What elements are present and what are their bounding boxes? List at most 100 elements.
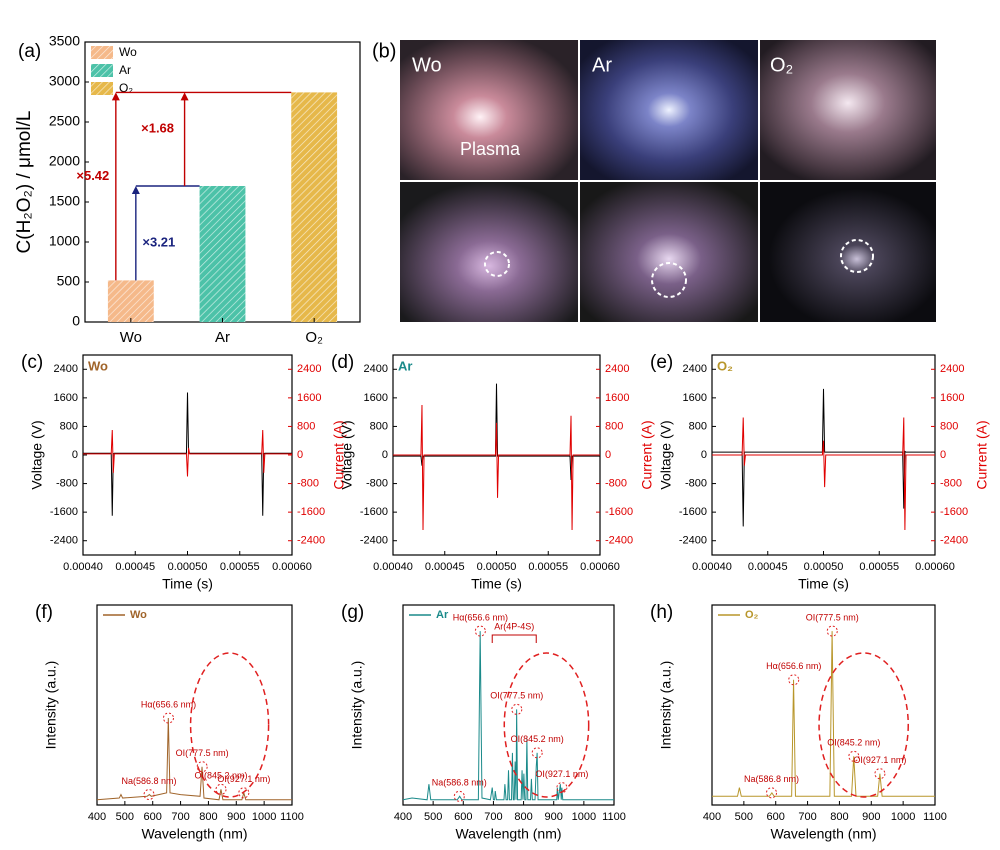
peak-marker (531, 747, 543, 759)
y2-tick-label: 800 (605, 420, 623, 432)
highlight-circle (840, 239, 874, 273)
legend-label: Wo (119, 45, 137, 59)
y2-tick-label: -800 (605, 477, 627, 489)
legend-label: Ar (436, 609, 449, 621)
y-tick-label: 500 (57, 273, 81, 289)
panel-label: (h) (650, 602, 673, 623)
y-tick-label: 1600 (364, 392, 388, 404)
series-line (96, 718, 292, 801)
annotation: ×1.68 (141, 121, 174, 136)
y-tick-label: 1000 (49, 233, 80, 249)
x-tick-label: 0.00050 (804, 561, 844, 573)
highlight-ellipse (503, 652, 590, 798)
series-line (393, 404, 600, 531)
y-axis-label: C(H₂O₂) / μmol/L (14, 111, 35, 254)
x-tick-label: 0.00060 (915, 561, 955, 573)
panel-label: (b) (372, 40, 396, 62)
peak-marker (766, 787, 778, 799)
x-tick-label: 0.00040 (63, 561, 103, 573)
series-line (712, 388, 935, 527)
peak-marker (788, 674, 800, 686)
y-axis-label: Voltage (V) (339, 420, 355, 489)
y-tick-label: 800 (689, 420, 707, 432)
x-tick-label: 0.00040 (373, 561, 413, 573)
y-tick-label: -2400 (50, 535, 78, 547)
annotation: OI(777.5 nm) (490, 691, 543, 701)
peak-marker (511, 703, 523, 715)
panel-label: (g) (341, 602, 364, 623)
annotation: OI(845.2 nm) (827, 738, 880, 748)
legend-label: O₂ (745, 609, 759, 621)
x-tick-label: 0.00055 (859, 561, 899, 573)
x-axis-label: Wavelength (nm) (455, 826, 561, 842)
series-line (712, 631, 935, 797)
x-tick-label: 0.00050 (168, 561, 208, 573)
annotation: OI(845.2 nm) (195, 771, 248, 781)
highlight-ellipse (818, 652, 909, 798)
highlight-circle (651, 262, 687, 298)
peak-marker (556, 782, 568, 794)
x-tick-label: 0.00040 (692, 561, 732, 573)
annotation: Ar(4P-4S) (494, 621, 534, 631)
legend-swatch-hatch (91, 64, 113, 77)
series-line (402, 631, 614, 801)
legend-label: Wo (130, 609, 147, 621)
y-tick-label: 1500 (49, 193, 80, 209)
panel-tag: Ar (398, 358, 412, 373)
peak-marker (143, 789, 155, 801)
y2-axis-label: Current (A) (331, 420, 347, 489)
y2-tick-label: 0 (940, 449, 946, 461)
y-tick-label: 1600 (683, 392, 707, 404)
x-tick-label: 400 (703, 811, 721, 823)
x-axis-label: Time (s) (162, 576, 213, 592)
x-axis-label: Wavelength (nm) (141, 826, 247, 842)
x-tick-label: 500 (424, 811, 442, 823)
photo-annotation: Plasma (460, 139, 521, 159)
x-tick-label: 1000 (572, 811, 596, 823)
x-tick-label: 0.00060 (580, 561, 620, 573)
x-tick-label: 600 (144, 811, 162, 823)
y2-tick-label: -2400 (940, 535, 968, 547)
y-tick-label: 2400 (683, 363, 707, 375)
x-tick-label: Ar (215, 329, 230, 346)
y-axis-label: Voltage (V) (658, 420, 674, 489)
y2-tick-label: 800 (940, 420, 958, 432)
peak-marker (215, 783, 227, 795)
x-tick-label: 500 (735, 811, 753, 823)
peak-marker (848, 750, 860, 762)
y-tick-label: 2400 (364, 363, 388, 375)
span-bracket (491, 634, 537, 643)
panel-label: (d) (331, 352, 354, 373)
y-tick-label: -1600 (50, 506, 78, 518)
y2-tick-label: 2400 (605, 363, 629, 375)
y-tick-label: 1600 (54, 392, 78, 404)
panel-label: (a) (18, 41, 41, 62)
y-tick-label: 3500 (49, 33, 80, 49)
photo-caption: O₂ (770, 54, 793, 76)
peak-marker (874, 768, 886, 780)
y2-tick-label: 0 (297, 449, 303, 461)
x-tick-label: Wo (120, 329, 142, 346)
y-tick-label: 0 (72, 449, 78, 461)
photo-caption: Ar (592, 54, 612, 76)
y2-tick-label: -2400 (297, 535, 325, 547)
x-tick-label: 600 (454, 811, 472, 823)
series-line (83, 429, 292, 477)
y-tick-label: 800 (60, 420, 78, 432)
peak-marker (826, 625, 838, 637)
annotation: Na(586.8 nm) (744, 774, 799, 784)
y-tick-label: -1600 (679, 506, 707, 518)
x-axis-label: Wavelength (nm) (770, 826, 876, 842)
photo (400, 40, 578, 180)
panel-label: (c) (21, 352, 43, 373)
annotation: Hα(656.6 nm) (453, 612, 508, 622)
y2-tick-label: 1600 (940, 392, 964, 404)
panel-tag: O₂ (717, 358, 733, 373)
y2-tick-label: -800 (297, 477, 319, 489)
y2-tick-label: -800 (940, 477, 962, 489)
photo (580, 40, 758, 180)
panel-tag: Wo (88, 358, 108, 373)
y-tick-label: 800 (370, 420, 388, 432)
x-tick-label: 500 (116, 811, 134, 823)
x-tick-label: 0.00045 (748, 561, 788, 573)
